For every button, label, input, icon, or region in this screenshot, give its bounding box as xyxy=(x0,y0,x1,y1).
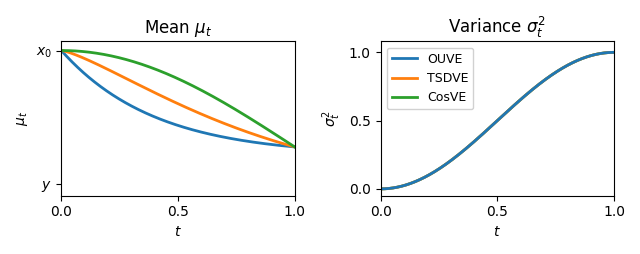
TSDVE xyxy=(488,124,495,128)
CosVE xyxy=(488,124,495,128)
OUVE xyxy=(503,110,511,113)
TSDVE xyxy=(503,110,511,113)
OUVE xyxy=(516,99,524,102)
CosVE xyxy=(377,187,385,190)
OUVE xyxy=(377,187,385,190)
CosVE xyxy=(489,123,497,126)
X-axis label: $t$: $t$ xyxy=(174,225,182,239)
OUVE xyxy=(488,124,495,128)
CosVE xyxy=(610,51,618,54)
TSDVE xyxy=(605,51,612,54)
TSDVE xyxy=(568,61,576,65)
Title: Mean $\mu_t$: Mean $\mu_t$ xyxy=(144,18,212,39)
Y-axis label: $\sigma_t^2$: $\sigma_t^2$ xyxy=(321,110,343,127)
CosVE xyxy=(516,99,524,102)
Y-axis label: $\mu_t$: $\mu_t$ xyxy=(15,111,30,126)
Line: TSDVE: TSDVE xyxy=(381,52,614,189)
OUVE xyxy=(610,51,618,54)
X-axis label: $t$: $t$ xyxy=(493,225,501,239)
OUVE xyxy=(605,51,612,54)
Line: OUVE: OUVE xyxy=(381,52,614,189)
CosVE xyxy=(503,110,511,113)
TSDVE xyxy=(489,123,497,126)
TSDVE xyxy=(516,99,524,102)
TSDVE xyxy=(377,187,385,190)
Legend: OUVE, TSDVE, CosVE: OUVE, TSDVE, CosVE xyxy=(387,48,474,109)
Line: CosVE: CosVE xyxy=(381,52,614,189)
CosVE xyxy=(605,51,612,54)
OUVE xyxy=(489,123,497,126)
Title: Variance $\sigma_t^2$: Variance $\sigma_t^2$ xyxy=(448,15,547,40)
OUVE xyxy=(568,61,576,65)
CosVE xyxy=(568,61,576,65)
TSDVE xyxy=(610,51,618,54)
